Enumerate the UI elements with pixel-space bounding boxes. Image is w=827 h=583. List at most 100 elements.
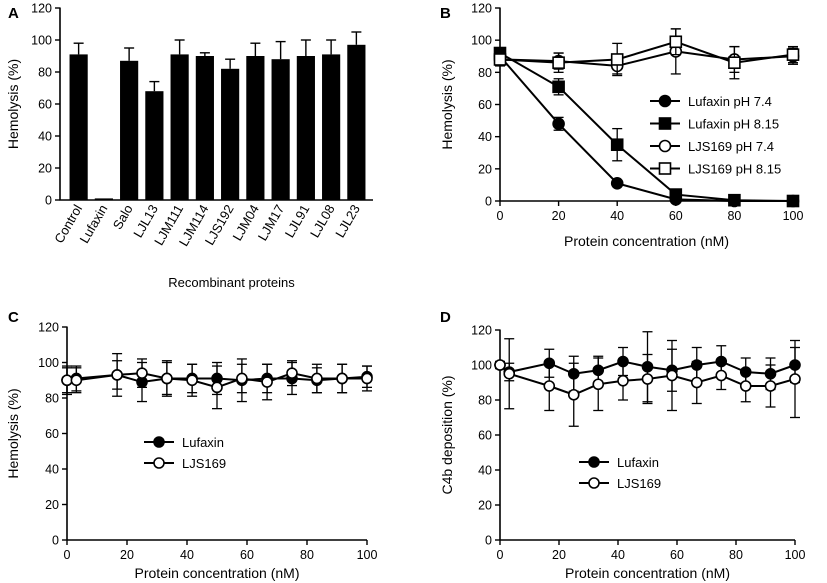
x-tick-label: 80 xyxy=(300,548,314,562)
bar xyxy=(322,54,341,201)
data-point xyxy=(261,376,273,388)
data-point xyxy=(552,117,565,131)
x-tick-label: 0 xyxy=(497,548,504,562)
x-tick-label: 40 xyxy=(610,209,624,223)
data-point xyxy=(552,80,565,94)
legend-label: Lufaxin xyxy=(617,455,659,470)
legend-label: Lufaxin pH 8.15 xyxy=(688,117,779,132)
category-label: Salo xyxy=(110,202,136,232)
y-tick-label: 40 xyxy=(478,464,492,478)
y-tick-label: 20 xyxy=(478,162,492,176)
data-point xyxy=(567,388,580,401)
x-tick-label: 0 xyxy=(64,548,71,562)
series-ljs169 xyxy=(61,352,373,410)
y-tick-label: 80 xyxy=(478,66,492,80)
x-axis-label: Protein concentration (nM) xyxy=(135,565,300,581)
data-point xyxy=(543,380,556,392)
data-point xyxy=(658,139,672,153)
data-point xyxy=(361,372,373,385)
y-tick-label: 40 xyxy=(38,130,52,144)
x-tick-label: 80 xyxy=(729,548,743,562)
data-point xyxy=(641,373,654,385)
data-point xyxy=(336,372,348,385)
bar xyxy=(195,56,214,200)
y-tick-label: 0 xyxy=(485,195,492,209)
x-tick-label: 0 xyxy=(497,209,504,223)
legend-entry: Lufaxin pH 7.4 xyxy=(650,94,772,109)
y-tick-label: 0 xyxy=(485,534,492,548)
y-tick-label: 60 xyxy=(45,427,59,441)
legend-label: LJS169 xyxy=(617,476,661,491)
data-point xyxy=(669,188,683,201)
data-point xyxy=(739,380,752,392)
bar xyxy=(170,54,189,201)
x-tick-label: 100 xyxy=(357,548,378,562)
category-label: LJL91 xyxy=(282,202,313,240)
y-tick-label: 40 xyxy=(478,130,492,144)
y-tick-label: 100 xyxy=(471,34,492,48)
series-ljs169-ph-8-15 xyxy=(493,28,800,80)
y-tick-label: 60 xyxy=(478,429,492,443)
data-point xyxy=(666,369,678,382)
legend-entry: Lufaxin xyxy=(579,455,659,470)
data-point xyxy=(617,374,629,387)
x-axis-label: Protein concentration (nM) xyxy=(564,233,729,249)
y-tick-label: 120 xyxy=(471,2,492,16)
y-tick-label: 100 xyxy=(471,359,492,373)
legend-entry: Lufaxin xyxy=(144,435,224,450)
panel-letter: C xyxy=(8,309,19,326)
y-tick-label: 20 xyxy=(45,498,59,512)
series-line xyxy=(499,50,794,67)
data-point xyxy=(70,374,83,387)
y-tick-label: 80 xyxy=(38,66,52,80)
data-point xyxy=(552,56,565,69)
legend-entry: Lufaxin pH 8.15 xyxy=(650,117,779,132)
bar xyxy=(69,54,88,201)
y-axis-label: Hemolysis (%) xyxy=(5,59,21,149)
panel-letter: D xyxy=(440,309,451,326)
data-point xyxy=(236,372,248,385)
x-axis-label: Recombinant proteins xyxy=(168,275,295,290)
y-tick-label: 120 xyxy=(471,324,492,338)
data-point xyxy=(690,376,703,389)
y-tick-label: 80 xyxy=(478,394,492,408)
data-point xyxy=(610,53,624,66)
x-tick-label: 20 xyxy=(552,548,566,562)
y-tick-label: 80 xyxy=(45,392,59,406)
y-tick-label: 60 xyxy=(478,98,492,112)
x-tick-label: 100 xyxy=(785,548,806,562)
y-tick-label: 60 xyxy=(38,98,52,112)
legend-label: LJS169 pH 7.4 xyxy=(688,139,774,154)
x-tick-label: 60 xyxy=(240,548,254,562)
panel-letter: B xyxy=(440,5,451,22)
data-point xyxy=(786,48,800,61)
data-point xyxy=(153,436,165,448)
category-label: LJL23 xyxy=(332,202,363,240)
x-tick-label: 40 xyxy=(180,548,194,562)
data-point xyxy=(789,373,801,385)
bar xyxy=(271,59,290,201)
y-axis-label: C4b deposition (%) xyxy=(439,375,455,494)
data-point xyxy=(588,456,600,468)
data-point xyxy=(186,374,198,387)
bar xyxy=(120,60,139,200)
bar xyxy=(145,91,164,200)
x-tick-label: 60 xyxy=(670,548,684,562)
data-point xyxy=(503,367,516,380)
data-point xyxy=(211,381,223,394)
y-tick-label: 120 xyxy=(31,2,52,16)
data-point xyxy=(715,369,728,382)
bar xyxy=(296,56,315,200)
bar xyxy=(94,198,113,200)
series-line xyxy=(499,40,794,64)
legend-entry: LJS169 pH 8.15 xyxy=(650,162,781,177)
data-point xyxy=(658,94,672,108)
legend-label: LJS169 xyxy=(182,456,226,471)
data-point xyxy=(728,193,741,207)
panel-b: B 0 20 40 60 80 100 120 Hemolysis (%) 0 20 40 60 80 10… xyxy=(439,2,803,250)
series-line xyxy=(499,52,794,202)
data-point xyxy=(786,194,800,208)
x-tick-label: 20 xyxy=(552,209,566,223)
